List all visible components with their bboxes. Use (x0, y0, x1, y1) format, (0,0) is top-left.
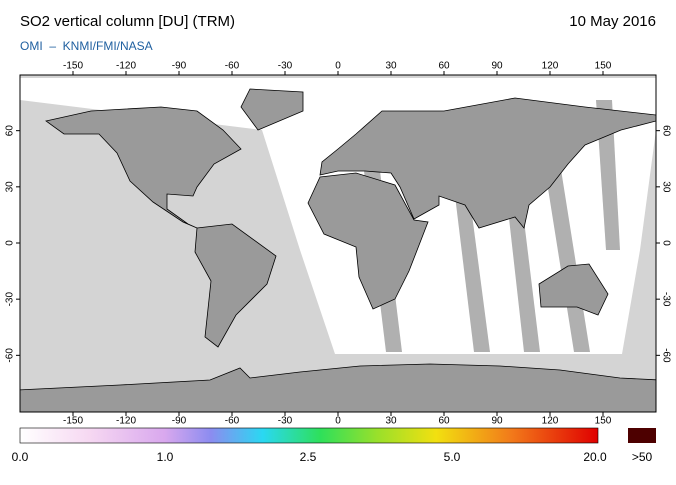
title: SO2 vertical column [DU] (TRM) (20, 13, 235, 30)
lon-label-bottom: -60 (225, 416, 240, 427)
lat-label-left: 0 (5, 240, 16, 246)
colorbar-label: 2.5 (300, 450, 317, 464)
lat-label-right: -60 (660, 348, 671, 363)
australia (538, 263, 609, 316)
colorbar (19, 427, 599, 444)
colorbar-label: 5.0 (444, 450, 461, 464)
lon-label-top: -30 (278, 61, 293, 72)
lon-label-top: -90 (172, 61, 187, 72)
colorbar-label: >50 (632, 450, 653, 464)
lat-label-left: 60 (5, 125, 16, 137)
colorbar-label: 0.0 (12, 450, 29, 464)
colorbar-overflow (628, 428, 656, 443)
lat-label-left: -30 (5, 292, 16, 307)
lon-label-top: -120 (116, 61, 136, 72)
lon-label-top: 0 (335, 61, 341, 72)
lon-label-bottom: -120 (116, 416, 136, 427)
lon-label-top: -150 (63, 61, 83, 72)
lat-label-left: 30 (5, 181, 16, 193)
antarctica (20, 363, 656, 412)
lat-label-right: 0 (660, 240, 671, 246)
north-america (45, 106, 242, 229)
lat-label-right: 60 (660, 125, 671, 137)
colorbar-label: 20.0 (583, 450, 607, 464)
lon-label-bottom: 60 (438, 416, 450, 427)
lat-label-right: -30 (660, 292, 671, 307)
lon-label-top: 60 (438, 61, 450, 72)
lon-label-top: 150 (595, 61, 612, 72)
africa (307, 172, 429, 310)
lon-label-bottom: 30 (385, 416, 397, 427)
map-body (20, 75, 656, 412)
lon-label-bottom: 120 (542, 416, 559, 427)
lon-label-bottom: -150 (63, 416, 83, 427)
south-america (194, 223, 277, 348)
lon-label-top: -60 (225, 61, 240, 72)
lon-label-bottom: 150 (595, 416, 612, 427)
lon-label-bottom: 0 (335, 416, 341, 427)
source: OMI – KNMI/FMI/NASA (20, 39, 153, 53)
lon-label-bottom: 90 (491, 416, 503, 427)
lat-label-right: 30 (660, 181, 671, 193)
date: 10 May 2016 (569, 13, 656, 30)
lon-label-bottom: -30 (278, 416, 293, 427)
lon-label-top: 90 (491, 61, 503, 72)
colorbar-label: 1.0 (157, 450, 174, 464)
eurasia (319, 97, 656, 229)
lon-label-top: 30 (385, 61, 397, 72)
lon-label-top: 120 (542, 61, 559, 72)
greenland (240, 88, 304, 131)
lat-label-left: -60 (5, 348, 16, 363)
lon-label-bottom: -90 (172, 416, 187, 427)
